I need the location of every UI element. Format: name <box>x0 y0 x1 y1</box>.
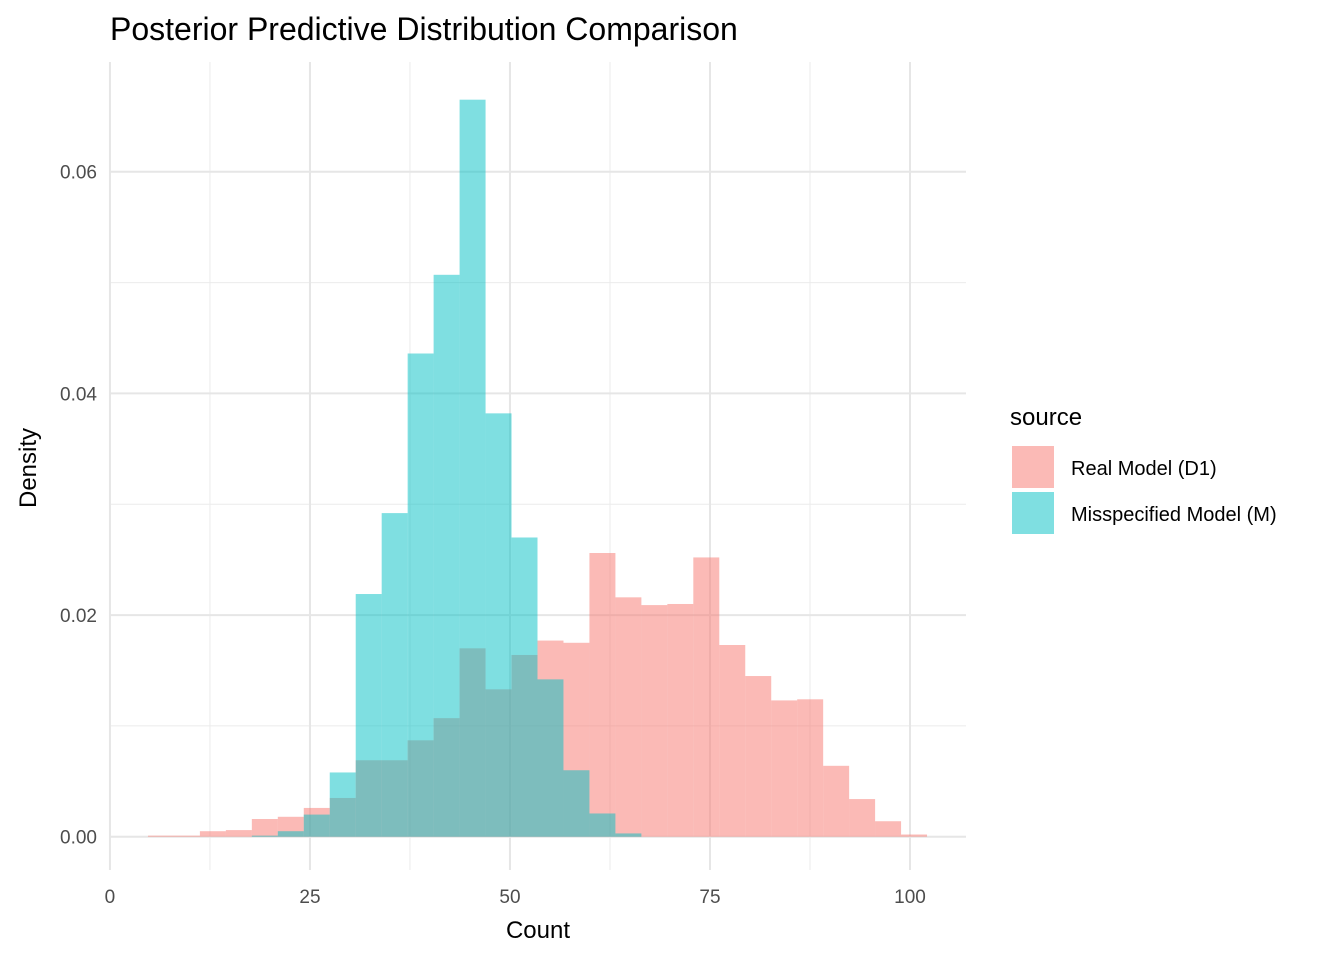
histogram-bar <box>277 831 304 837</box>
x-axis-ticks: 0 25 50 75 100 <box>105 887 926 908</box>
histogram-bar <box>901 834 928 837</box>
legend-key <box>1012 446 1054 488</box>
histogram-bar <box>771 700 798 837</box>
histogram-bar <box>797 699 824 837</box>
y-axis-title: Density <box>15 428 42 508</box>
histogram-bar <box>303 814 330 837</box>
histogram-bar <box>173 835 200 837</box>
histogram-bar <box>615 597 642 837</box>
legend-title: source <box>1010 404 1082 431</box>
histogram-bar <box>563 770 590 837</box>
y-tick-label: 0.04 <box>60 384 97 405</box>
histogram-bar <box>407 353 434 837</box>
histogram-bar <box>849 799 876 837</box>
histogram-bar <box>641 605 668 837</box>
series-misspecified-model <box>251 99 642 837</box>
y-tick-label: 0.00 <box>60 828 97 849</box>
histogram-bar <box>875 821 902 837</box>
legend: source Real Model (D1) Misspecified Model… <box>1010 404 1277 534</box>
histogram-bar <box>693 557 720 837</box>
x-tick-label: 25 <box>299 887 320 908</box>
x-axis-title: Count <box>506 917 570 944</box>
legend-key <box>1012 492 1054 534</box>
histogram-bar <box>511 537 538 837</box>
histogram-bar <box>355 594 382 837</box>
x-tick-label: 100 <box>894 887 926 908</box>
histogram-bar <box>251 835 278 837</box>
histogram-bar <box>329 772 356 837</box>
legend-label: Misspecified Model (M) <box>1071 504 1277 526</box>
histogram-bar <box>589 813 616 837</box>
histogram-bar <box>667 603 694 837</box>
histogram-bar <box>485 413 512 837</box>
histogram-bar <box>615 833 642 837</box>
histogram-bar <box>199 831 226 837</box>
x-tick-label: 75 <box>699 887 720 908</box>
y-axis-ticks: 0.00 0.02 0.04 0.06 <box>60 163 97 849</box>
x-tick-label: 0 <box>105 887 116 908</box>
histogram-bar <box>433 274 460 837</box>
histogram-bar <box>251 819 278 837</box>
histogram-bar <box>381 513 408 837</box>
histogram-bar <box>589 553 616 837</box>
histogram-bar <box>147 835 174 837</box>
x-tick-label: 50 <box>499 887 520 908</box>
histogram-bar <box>225 830 252 837</box>
histogram-bar <box>537 679 564 837</box>
histogram-bar <box>745 676 772 837</box>
bars <box>147 99 928 837</box>
legend-label: Real Model (D1) <box>1071 458 1217 480</box>
histogram-bar <box>459 99 486 837</box>
chart-title: Posterior Predictive Distribution Compar… <box>110 11 738 47</box>
histogram-bar <box>719 645 746 837</box>
y-tick-label: 0.02 <box>60 606 97 627</box>
y-tick-label: 0.06 <box>60 163 97 184</box>
histogram-bar <box>823 765 850 837</box>
